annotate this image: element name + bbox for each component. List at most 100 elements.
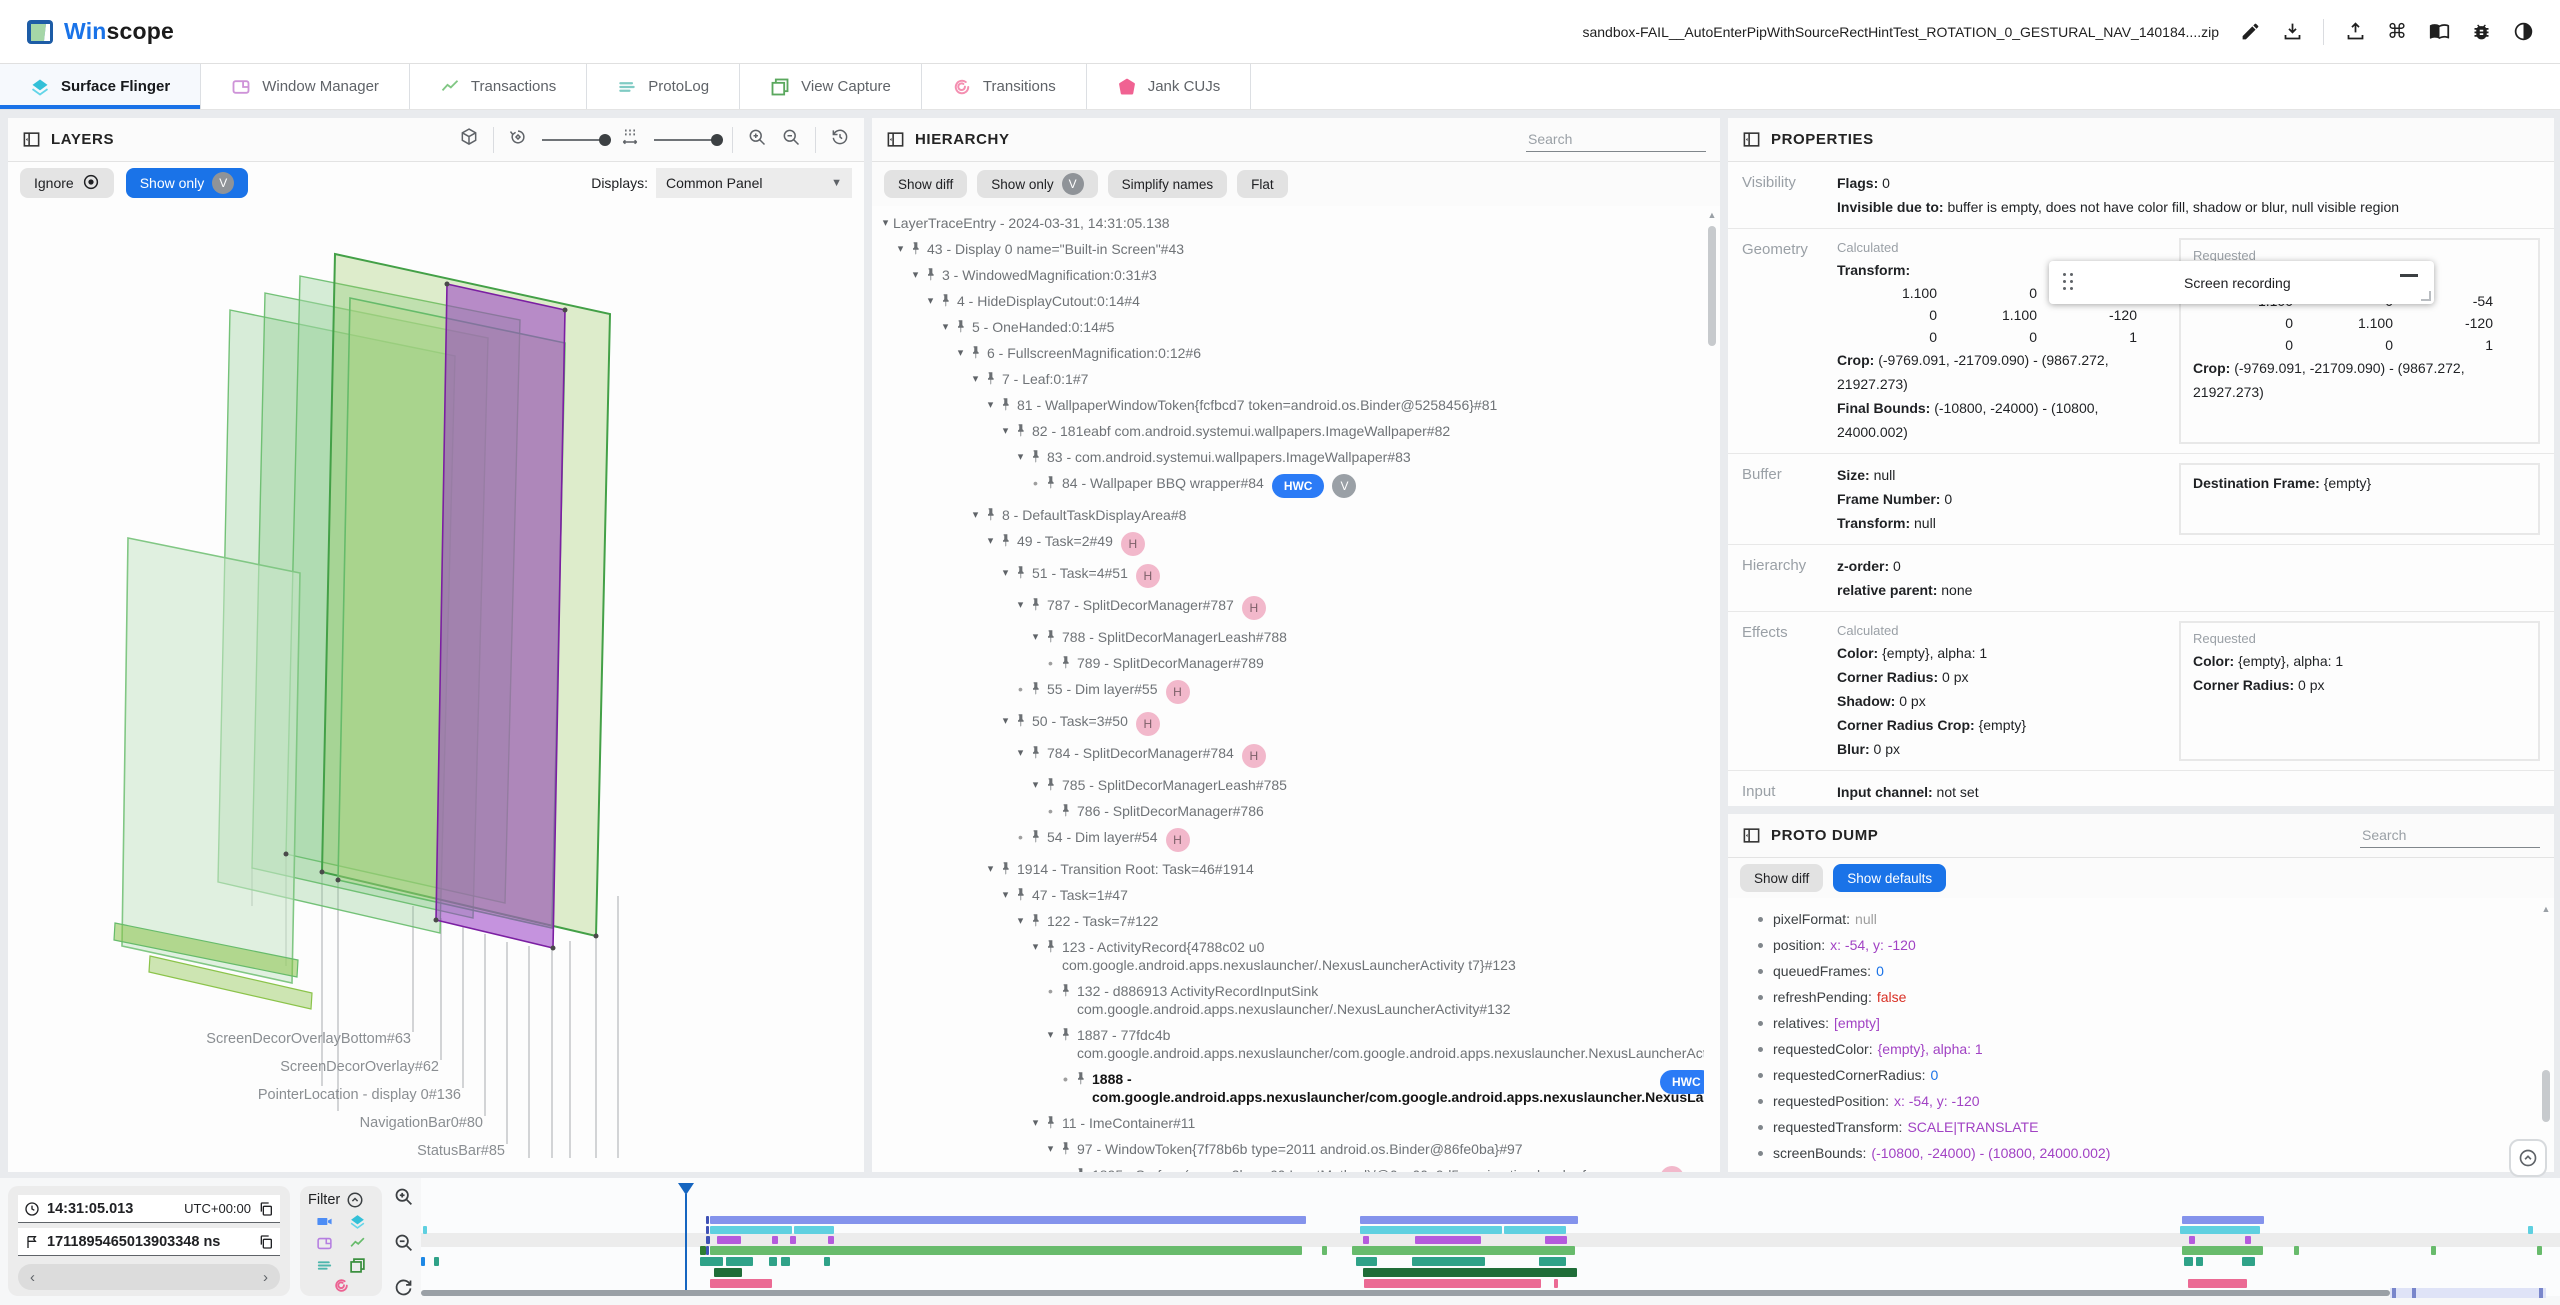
expand-arrow-icon[interactable]: ▾ — [972, 509, 979, 521]
window-manager-filter-icon[interactable] — [316, 1235, 333, 1252]
viewcapture-track-segment[interactable] — [1539, 1257, 1566, 1266]
tree-node[interactable]: ▾ 51 - Task=4#51 H — [872, 560, 1704, 592]
proto-property-row[interactable]: requestedColor: {empty}, alpha: 1 — [1758, 1036, 2538, 1062]
surfaceflinger-track-segment[interactable] — [423, 1226, 427, 1234]
viewcapture-track-segment[interactable] — [700, 1257, 723, 1266]
collapse-panel-icon[interactable] — [1742, 130, 1761, 149]
pin-icon[interactable] — [1058, 654, 1074, 670]
tab-jank-cujs[interactable]: Jank CUJs — [1087, 64, 1252, 109]
nanosecond-time-field[interactable]: 1711895465013903348 ns — [18, 1228, 280, 1256]
tree-node[interactable]: • 786 - SplitDecorManager#786 — [872, 798, 1704, 824]
scroll-up-icon[interactable]: ▲ — [1707, 210, 1717, 220]
expand-arrow-icon[interactable]: ▾ — [1002, 425, 1009, 437]
scrollbar-thumb[interactable] — [1708, 226, 1716, 346]
timeline-zoom-out-icon[interactable] — [393, 1232, 414, 1253]
pin-icon[interactable] — [983, 370, 999, 386]
expand-arrow-icon[interactable]: ▾ — [1032, 779, 1039, 791]
report-bug-icon[interactable] — [2470, 21, 2492, 43]
rotation-slider[interactable] — [542, 133, 611, 146]
surfaceflinger-track-segment[interactable] — [2180, 1226, 2260, 1234]
viewcapture-track-segment[interactable] — [434, 1257, 439, 1266]
timeline-cursor[interactable] — [685, 1194, 687, 1290]
proto-property-row[interactable]: position: x: -54, y: -120 — [1758, 932, 2538, 958]
timeline-range-handle[interactable] — [2539, 1288, 2543, 1298]
screen-recording-filter-icon[interactable] — [316, 1213, 333, 1230]
tree-node[interactable]: • 1888 - com.google.android.apps.nexuslau… — [872, 1066, 1704, 1110]
proto-dump-search-input[interactable] — [2360, 823, 2540, 848]
viewcapture-track-segment[interactable] — [769, 1257, 777, 1266]
windowmanager-track-segment[interactable] — [717, 1236, 741, 1244]
layer-label[interactable]: ScreenDecorOverlay#62 — [280, 1059, 439, 1075]
human-time-field[interactable]: 14:31:05.013 UTC+00:00 — [18, 1195, 280, 1223]
timeline-scroll-thumb[interactable] — [421, 1290, 2390, 1296]
tree-node[interactable]: ▾ 8 - DefaultTaskDisplayArea#8 — [872, 502, 1704, 528]
tree-node[interactable]: ▾ 784 - SplitDecorManager#784 H — [872, 740, 1704, 772]
viewcapture-secondary-track-segment[interactable] — [714, 1268, 742, 1277]
pin-icon[interactable] — [1013, 422, 1029, 438]
scroll-up-icon[interactable]: ▲ — [2541, 904, 2551, 914]
tree-node[interactable]: ▾ 122 - Task=7#122 — [872, 908, 1704, 934]
zoom-in-icon[interactable] — [747, 127, 767, 152]
layer-label[interactable]: NavigationBar0#80 — [360, 1115, 483, 1131]
transactions-filter-icon[interactable] — [349, 1235, 366, 1252]
proto-property-row[interactable]: requestedCornerRadius: 0 — [1758, 1062, 2538, 1088]
tab-surface-flinger[interactable]: Surface Flinger — [0, 64, 202, 109]
pin-icon[interactable] — [908, 240, 924, 256]
expand-arrow-icon[interactable]: ▾ — [987, 399, 994, 411]
proto-property-row[interactable]: queuedFrames: 0 — [1758, 958, 2538, 984]
tree-node[interactable]: ▾ 43 - Display 0 name="Built-in Screen"#4… — [872, 236, 1704, 262]
pin-icon[interactable] — [1013, 886, 1029, 902]
hierarchy-scrollbar[interactable]: ▲ ▼ — [1705, 210, 1719, 1172]
proto-property-row[interactable]: pixelFormat: null — [1758, 906, 2538, 932]
pin-icon[interactable] — [1013, 564, 1029, 580]
pin-icon[interactable] — [998, 532, 1014, 548]
surfaceflinger-track-segment[interactable] — [1504, 1226, 1566, 1234]
pin-icon[interactable] — [1043, 628, 1059, 644]
expand-arrow-icon[interactable]: ▾ — [1017, 451, 1024, 463]
viewcapture-track-segment[interactable] — [781, 1257, 790, 1266]
layer-label[interactable]: PointerLocation - display 0#136 — [258, 1087, 461, 1103]
minimize-icon[interactable] — [2400, 274, 2418, 277]
proto-property-row[interactable]: requestedPosition: x: -54, y: -120 — [1758, 1088, 2538, 1114]
tree-node[interactable]: ▾ 7 - Leaf:0:1#7 — [872, 366, 1704, 392]
pin-icon[interactable] — [1043, 938, 1059, 954]
expand-arrow-icon[interactable]: ▾ — [1017, 599, 1024, 611]
surfaceflinger-track-segment[interactable] — [794, 1226, 834, 1234]
show-diff-button[interactable]: Show diff — [1740, 864, 1824, 892]
surfaceflinger-track-segment[interactable] — [706, 1226, 709, 1234]
previous-frame-button[interactable]: ‹ — [30, 1268, 35, 1286]
protolog-track-segment[interactable] — [1322, 1246, 1327, 1255]
protolog-track-segment[interactable] — [710, 1246, 1302, 1255]
pin-icon[interactable] — [998, 860, 1014, 876]
timeline-range-handle[interactable] — [2392, 1288, 2396, 1298]
upload-trace-icon[interactable] — [2344, 21, 2366, 43]
layer-label[interactable]: ScreenDecorOverlayBottom#63 — [206, 1031, 411, 1047]
windowmanager-track-segment[interactable] — [1545, 1236, 1567, 1244]
transitions-track-segment[interactable] — [2188, 1279, 2247, 1288]
transitions-track-segment[interactable] — [1554, 1279, 1558, 1288]
edit-filename-icon[interactable] — [2239, 21, 2261, 43]
tree-node[interactable]: • 789 - SplitDecorManager#789 — [872, 650, 1704, 676]
pin-icon[interactable] — [1028, 596, 1044, 612]
proto-property-row[interactable]: refreshPending: false — [1758, 984, 2538, 1010]
pin-icon[interactable] — [1058, 982, 1074, 998]
protolog-track-segment[interactable] — [1352, 1246, 1575, 1255]
proto-property-row[interactable]: screenBounds: (-10800, -24000) - (10800, … — [1758, 1140, 2538, 1166]
timeline-range-handle[interactable] — [2412, 1288, 2416, 1298]
expand-arrow-icon[interactable]: ▾ — [942, 321, 949, 333]
3d-view-toggle-icon[interactable] — [459, 127, 479, 152]
layer-spacing-icon[interactable] — [620, 127, 640, 152]
timeline-zoom-in-icon[interactable] — [393, 1186, 414, 1207]
tab-protolog[interactable]: ProtoLog — [587, 64, 741, 109]
transactions-track-segment[interactable] — [706, 1216, 709, 1224]
transactions-track-segment[interactable] — [2182, 1216, 2264, 1224]
expand-arrow-icon[interactable]: ▾ — [897, 243, 904, 255]
show-diff-button[interactable]: Show diff — [884, 170, 968, 198]
scrollbar-thumb[interactable] — [2542, 1070, 2550, 1122]
proto-property-row[interactable]: relatives: [empty] — [1758, 1010, 2538, 1036]
protolog-track-segment[interactable] — [2294, 1246, 2299, 1255]
tree-node[interactable]: ▾ 50 - Task=3#50 H — [872, 708, 1704, 740]
pin-icon[interactable] — [1043, 474, 1059, 490]
expand-arrow-icon[interactable]: ▾ — [1002, 889, 1009, 901]
timeline-cursor-marker[interactable] — [678, 1183, 694, 1195]
